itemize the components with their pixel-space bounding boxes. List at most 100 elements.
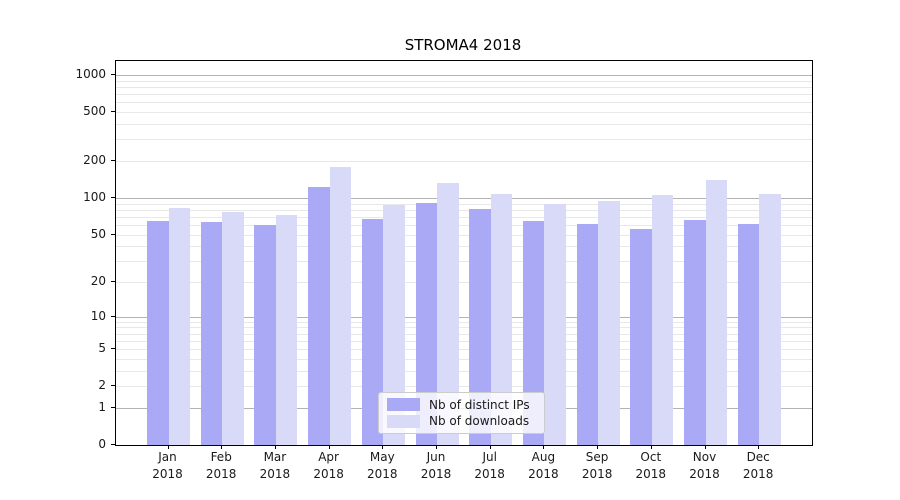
y-axis-tick-label: 20 [90,274,106,288]
y-axis-tick [111,385,115,387]
x-label-month: Jul [482,450,497,464]
x-axis-tick [436,445,437,449]
y-axis-tick-label: 500 [83,104,106,119]
x-label-month: Oct [640,450,662,464]
bar-sep-distinct-ips [576,224,599,445]
gridline-major [116,316,812,318]
plot-area [115,60,813,446]
y-axis-tick [111,233,115,235]
x-label-year: 2018 [528,467,559,481]
y-axis-tick [111,315,115,317]
bar-dec-distinct-ips [737,224,760,445]
x-axis-tick [543,445,545,449]
bar-feb-downloads [222,212,244,445]
bar-aug-distinct-ips [522,220,545,445]
gridline-minor [116,261,812,263]
x-axis-tick [382,445,384,449]
legend-item-distinct-ips: Nb of distinct IPs [387,398,536,412]
y-axis-tick [111,160,115,161]
gridline-minor [116,80,812,82]
gridline-major [116,197,812,199]
x-axis-tick [704,445,706,449]
x-label-year: 2018 [581,467,613,481]
bar-dec-downloads [759,193,781,445]
x-label-year: 2018 [420,467,452,481]
y-axis-tick-label: 10 [90,308,106,323]
bar-apr-distinct-ips [308,187,330,445]
y-axis-tick-label: 50 [90,226,106,241]
bar-may-downloads [383,205,405,445]
y-axis-tick-label: 1 [98,399,106,414]
gridline-minor [116,216,812,218]
x-axis-tick [650,445,652,449]
bar-aug-downloads [544,203,566,445]
y-axis-tick [111,196,115,198]
gridline-minor [116,209,812,211]
y-axis-tick-label: 1000 [75,67,106,81]
x-label-year: 2018 [474,467,505,481]
legend-swatch-downloads [387,414,420,428]
x-label-year: 2018 [635,467,667,481]
x-axis-tick-label: May 2018 [342,449,422,483]
x-axis-tick [221,445,223,449]
bar-may-distinct-ips [361,219,384,445]
gridline-minor [116,321,812,323]
x-axis-tick [328,445,330,449]
x-axis-tick-label: Oct 2018 [611,449,691,483]
y-axis-tick-label: 200 [83,153,106,167]
gridline-minor [116,102,812,104]
gridline-minor [116,246,812,248]
bar-oct-distinct-ips [630,228,652,445]
x-label-month: Apr [318,450,339,464]
gridline-minor [116,112,812,114]
gridline-minor [116,327,812,329]
x-axis-tick [489,445,491,449]
gridline-minor [116,333,812,335]
bar-jul-distinct-ips [469,209,491,445]
y-axis-tick [111,444,115,445]
bar-jun-downloads [437,183,459,445]
gridline-major [116,75,812,76]
legend-label-downloads: Nb of downloads [429,414,530,429]
x-axis-tick [597,445,599,449]
gridline-minor [116,386,812,388]
bar-jan-downloads [168,207,190,445]
bar-nov-downloads [705,179,727,445]
x-label-month: Jan [158,450,177,464]
x-label-year: 2018 [742,467,774,481]
x-axis-tick-label: Apr 2018 [289,449,369,483]
gridline-minor [116,282,812,283]
bar-mar-distinct-ips [254,224,276,445]
y-axis-tick [111,111,115,113]
gridline-minor [116,370,812,372]
x-label-month: Jun [426,450,446,464]
x-label-year: 2018 [689,467,720,481]
bar-apr-downloads [329,166,352,445]
gridline-minor [116,349,812,351]
gridline-minor [116,94,812,96]
x-axis-tick-label: Aug 2018 [503,449,583,483]
gridline-minor [116,203,812,205]
bar-mar-downloads [275,214,298,445]
x-label-year: 2018 [205,467,237,481]
x-label-month: Mar [263,450,287,464]
y-axis-tick-label: 100 [83,189,106,204]
x-label-month: Feb [210,450,232,464]
bar-sep-downloads [598,201,620,445]
gridline-minor [116,358,812,360]
y-axis-tick [111,406,115,408]
bar-jun-distinct-ips [415,202,437,445]
y-axis-tick-label: 0 [98,437,106,451]
y-axis-tick [111,281,115,282]
y-axis-tick [111,348,115,350]
bar-jul-downloads [490,194,513,445]
legend: Nb of distinct IPs Nb of downloads [378,392,545,434]
gridline-minor [116,87,812,88]
gridline-minor [116,340,812,342]
x-label-year: 2018 [367,467,398,481]
x-label-year: 2018 [152,467,183,481]
bar-jan-distinct-ips [147,220,169,445]
x-label-month: May [369,450,395,464]
y-axis-tick-label: 5 [98,341,106,356]
bar-feb-distinct-ips [200,222,223,445]
